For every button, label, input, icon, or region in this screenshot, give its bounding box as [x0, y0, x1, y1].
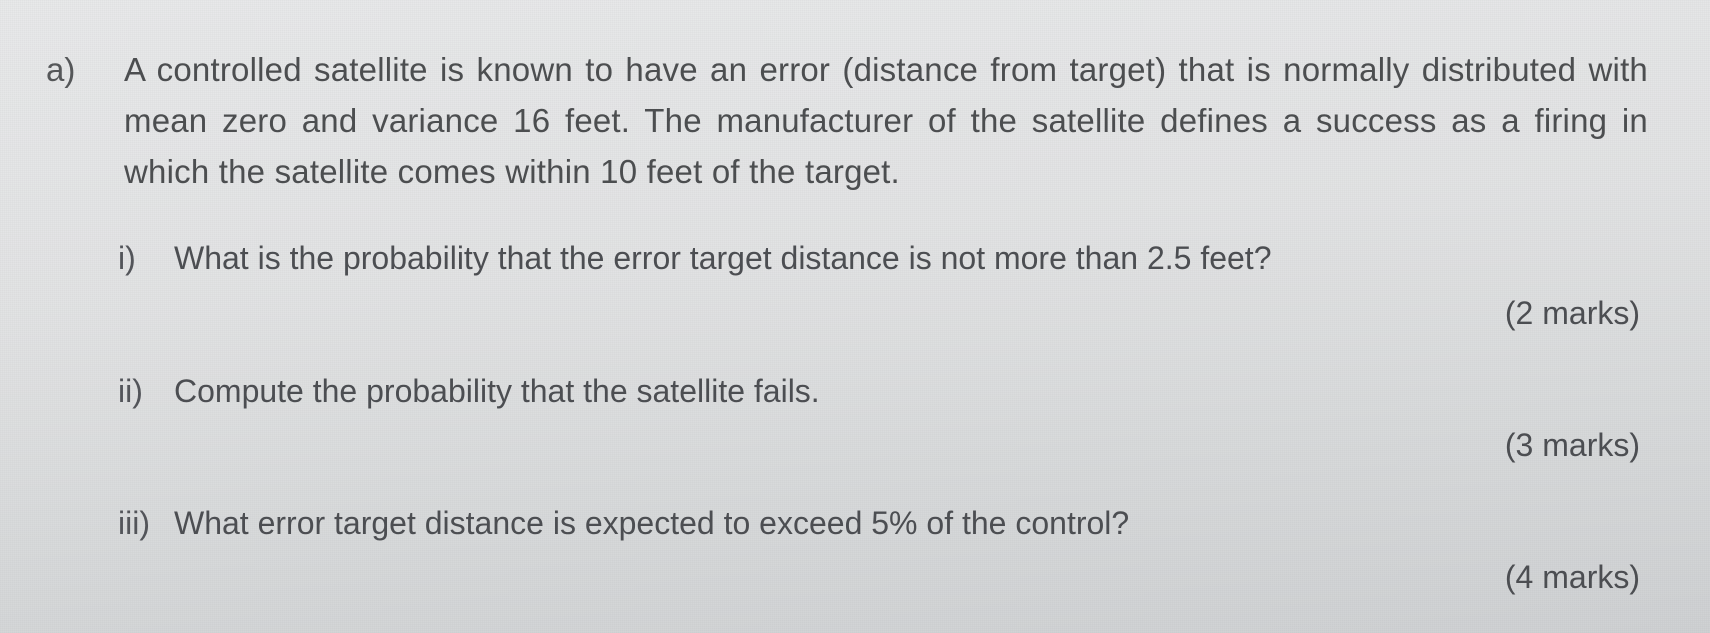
part-text: What error target distance is expected t… — [174, 498, 1648, 549]
part-text: Compute the probability that the satelli… — [174, 366, 1648, 417]
part-iii: iii) What error target distance is expec… — [118, 498, 1648, 549]
part-label: ii) — [118, 366, 174, 417]
part-ii-marks: (3 marks) — [118, 427, 1648, 464]
exam-page: a) A controlled satellite is known to ha… — [0, 0, 1710, 633]
question-stem: A controlled satellite is known to have … — [124, 44, 1648, 197]
part-label: iii) — [118, 498, 174, 549]
part-iii-marks: (4 marks) — [118, 559, 1648, 596]
part-i-marks: (2 marks) — [118, 295, 1648, 332]
sub-parts: i) What is the probability that the erro… — [40, 233, 1648, 596]
part-text: What is the probability that the error t… — [174, 233, 1648, 284]
question-label: a) — [40, 44, 124, 95]
part-ii: ii) Compute the probability that the sat… — [118, 366, 1648, 417]
part-label: i) — [118, 233, 174, 284]
part-i: i) What is the probability that the erro… — [118, 233, 1648, 284]
question-a: a) A controlled satellite is known to ha… — [40, 44, 1648, 197]
